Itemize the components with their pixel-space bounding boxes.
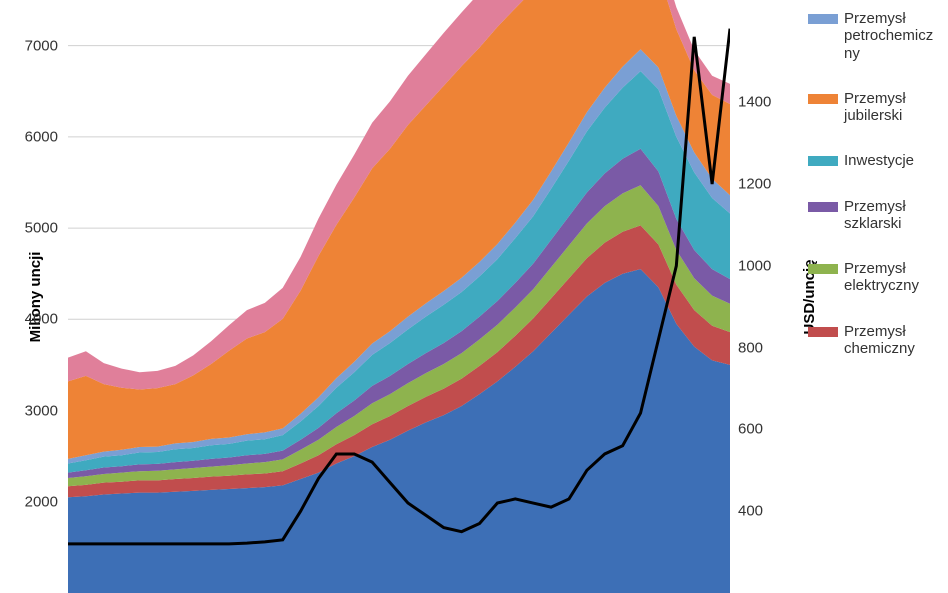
legend-label: Inwestycje	[844, 152, 914, 169]
legend-label: Przemysł szklarski	[844, 198, 934, 233]
legend: Przemysł petrochemiczny Przemysł jubilers…	[808, 10, 934, 385]
legend-label: Przemysł petrochemiczny	[844, 10, 934, 62]
y-axis-left-ticks: 2000 3000 4000 5000 6000 7000	[0, 0, 58, 593]
y-axis-right-ticks: 400 600 800 1000 1200 1400	[738, 0, 788, 593]
legend-item-petro: Przemysł petrochemiczny	[808, 10, 934, 62]
y-left-tick: 3000	[0, 402, 58, 419]
legend-label: Przemysł jubilerski	[844, 90, 934, 125]
y-left-tick: 4000	[0, 311, 58, 328]
chart-svg	[68, 0, 730, 593]
legend-item-chemiczny: Przemysł chemiczny	[808, 323, 934, 358]
legend-swatch	[808, 14, 838, 24]
y-right-tick: 600	[738, 421, 763, 438]
chart-container: Miliony uncji 200030004000500060007000 4…	[0, 0, 948, 593]
y-left-tick: 7000	[0, 37, 58, 54]
y-right-tick: 1400	[738, 94, 771, 111]
legend-swatch	[808, 327, 838, 337]
y-left-tick: 6000	[0, 128, 58, 145]
legend-item-jubilerski: Przemysł jubilerski	[808, 90, 934, 125]
legend-label: Przemysł elektryczny	[844, 260, 934, 295]
legend-swatch	[808, 264, 838, 274]
y-right-tick: 1200	[738, 176, 771, 193]
legend-item-szklarski: Przemysł szklarski	[808, 198, 934, 233]
y-left-tick: 5000	[0, 220, 58, 237]
y-right-tick: 800	[738, 339, 763, 356]
legend-swatch	[808, 202, 838, 212]
legend-label: Przemysł chemiczny	[844, 323, 934, 358]
plot-area	[68, 0, 730, 593]
y-left-tick: 2000	[0, 493, 58, 510]
y-right-tick: 400	[738, 503, 763, 520]
legend-item-elektryczny: Przemysł elektryczny	[808, 260, 934, 295]
legend-swatch	[808, 156, 838, 166]
legend-item-inwestycje: Inwestycje	[808, 152, 934, 169]
legend-swatch	[808, 94, 838, 104]
y-right-tick: 1000	[738, 257, 771, 274]
